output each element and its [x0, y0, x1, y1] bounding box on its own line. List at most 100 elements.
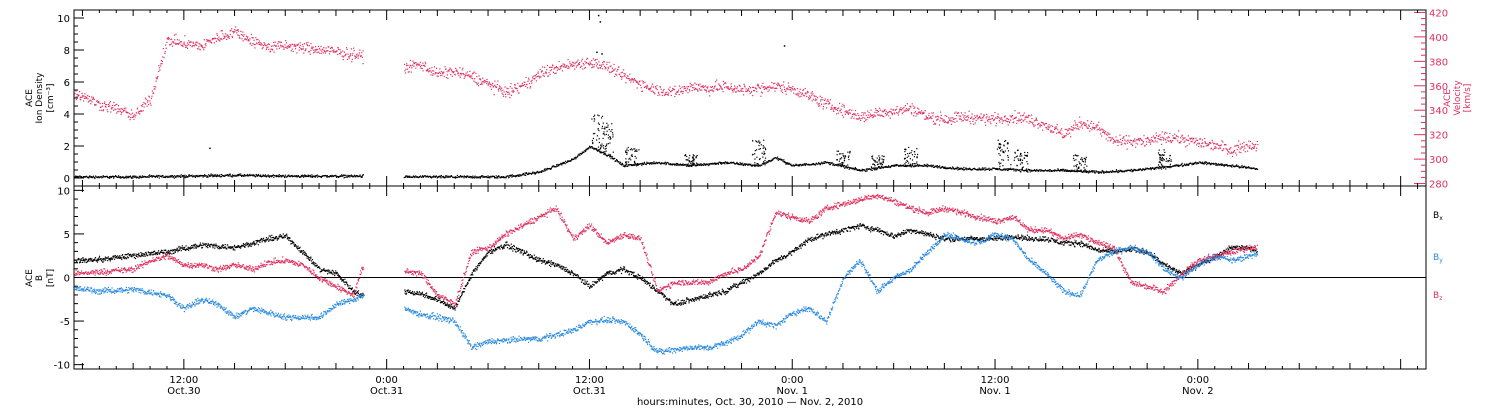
velocity-point	[936, 119, 938, 121]
density-point	[827, 161, 829, 164]
density-point	[1075, 170, 1077, 173]
velocity-point	[325, 51, 327, 53]
velocity-point	[454, 74, 456, 76]
density-point	[1081, 160, 1084, 162]
velocity-point	[80, 96, 82, 98]
density-point	[760, 144, 762, 146]
density-point	[123, 177, 125, 179]
velocity-point	[923, 112, 925, 114]
density-point	[935, 165, 937, 167]
density-point	[1209, 163, 1211, 165]
density-point	[859, 170, 862, 172]
velocity-point	[141, 105, 143, 107]
density-point	[275, 176, 278, 178]
density-point	[962, 168, 964, 170]
velocity-point	[245, 35, 247, 37]
velocity-point	[1082, 122, 1084, 125]
density-point	[1182, 165, 1185, 167]
velocity-point	[300, 48, 303, 51]
density-point	[686, 159, 688, 161]
density-point	[1101, 171, 1103, 173]
density-point	[872, 167, 874, 169]
velocity-point	[839, 102, 841, 105]
velocity-point	[993, 118, 995, 120]
density-point	[266, 175, 268, 177]
density-point	[837, 150, 840, 152]
density-point	[1075, 159, 1077, 161]
velocity-point	[432, 74, 434, 76]
velocity-point	[652, 91, 655, 93]
density-point	[879, 157, 881, 159]
velocity-point	[661, 91, 663, 94]
density-point	[170, 176, 173, 178]
density-point	[1014, 157, 1016, 159]
velocity-point	[933, 123, 935, 125]
velocity-point	[174, 42, 176, 44]
density-point	[855, 169, 857, 171]
velocity-point	[286, 47, 288, 50]
density-point	[1075, 166, 1077, 168]
velocity-point	[651, 85, 653, 87]
density-point	[477, 176, 479, 178]
density-point	[1168, 166, 1170, 168]
density-point	[585, 150, 587, 153]
density-point	[1056, 170, 1058, 172]
density-point	[848, 168, 850, 170]
density-point	[1253, 167, 1255, 169]
velocity-point	[830, 108, 832, 110]
velocity-point	[796, 88, 799, 90]
velocity-point	[743, 94, 745, 96]
velocity-point	[1079, 116, 1081, 118]
density-point	[546, 169, 548, 171]
velocity-point	[580, 66, 582, 68]
density-point	[1007, 159, 1009, 161]
density-point	[592, 141, 594, 144]
density-point	[236, 175, 238, 177]
density-point	[1078, 170, 1080, 172]
density-point	[113, 176, 115, 178]
density-point	[635, 163, 637, 165]
density-point	[1164, 166, 1166, 168]
velocity-point	[1097, 128, 1100, 130]
velocity-point	[991, 117, 994, 119]
velocity-point	[226, 35, 228, 37]
density-point	[629, 149, 631, 151]
density-point	[135, 177, 138, 179]
velocity-point	[629, 79, 631, 81]
density-point	[1102, 170, 1104, 172]
velocity-point	[443, 75, 445, 78]
density-point	[788, 162, 790, 164]
velocity-point	[1123, 136, 1125, 138]
velocity-point	[205, 45, 207, 47]
density-point	[1203, 163, 1205, 165]
density-point	[923, 165, 925, 167]
density-point	[718, 161, 720, 163]
density-point	[1165, 158, 1168, 160]
velocity-point	[856, 118, 858, 120]
density-point	[1010, 167, 1012, 169]
density-point	[800, 164, 802, 166]
density-point	[428, 176, 430, 178]
velocity-point	[1033, 126, 1035, 128]
velocity-point	[167, 37, 169, 39]
density-point	[1160, 155, 1162, 157]
velocity-point	[591, 64, 594, 66]
velocity-point	[819, 95, 821, 97]
velocity-point	[738, 84, 740, 86]
velocity-point	[1081, 123, 1083, 126]
density-point	[853, 167, 855, 169]
density-point	[525, 174, 527, 176]
density-point	[252, 175, 254, 177]
velocity-point	[783, 81, 785, 83]
velocity-point	[617, 66, 619, 68]
density-point	[644, 163, 646, 165]
velocity-point	[557, 67, 559, 69]
density-point	[1083, 171, 1085, 173]
velocity-point	[824, 99, 826, 102]
density-point	[1157, 152, 1160, 154]
velocity-point	[936, 118, 938, 121]
velocity-point	[927, 118, 929, 120]
density-point	[1059, 169, 1062, 171]
density-point	[528, 172, 531, 174]
density-point	[344, 174, 346, 176]
